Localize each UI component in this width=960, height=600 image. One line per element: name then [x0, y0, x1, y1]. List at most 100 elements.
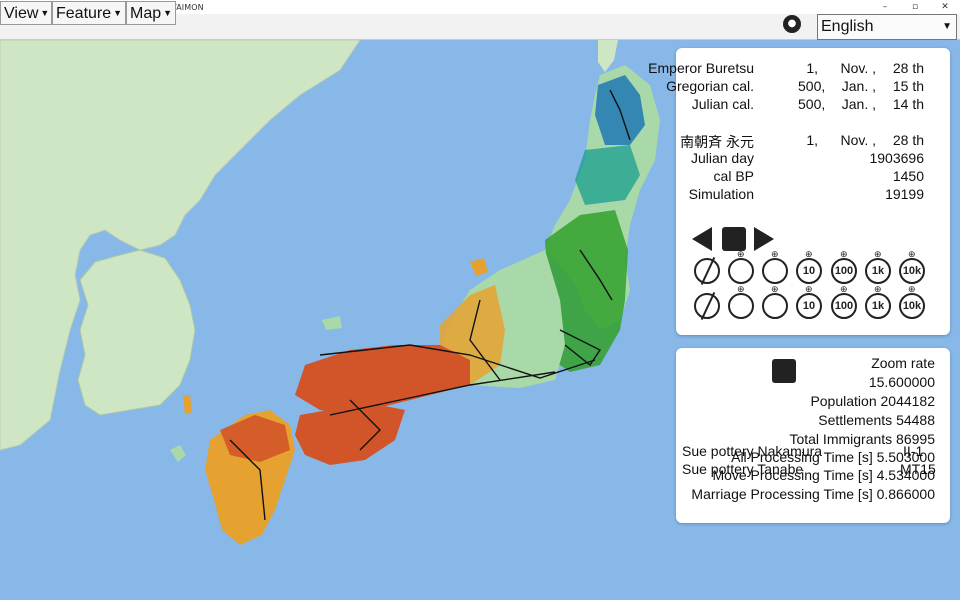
calendar-row: 南朝斉 永元 1, Nov. , 28 th	[676, 132, 950, 150]
cal-bp-row: cal BP 1450	[676, 168, 950, 186]
feature-menu[interactable]: Feature ▼	[52, 1, 126, 25]
speed-label: 1k	[871, 265, 885, 277]
shikoku	[295, 405, 405, 465]
calendar-row: Emperor Buretsu 1, Nov. , 28 th	[648, 60, 950, 78]
stats-panel: Zoom rate 15.600000 Population 2044182 S…	[676, 348, 950, 523]
tsushima	[170, 445, 186, 462]
simulation-row: Simulation 19199	[676, 186, 950, 204]
calendar-day: 15 th	[892, 78, 924, 94]
speed-label: 10k	[902, 300, 922, 312]
calendar-label: Emperor Buretsu	[648, 60, 754, 76]
speed-10-button[interactable]: 10	[796, 285, 822, 319]
speed-100-button[interactable]: 100	[831, 285, 857, 319]
all-processing-time: All Processing Time [s] 5.503000	[731, 449, 935, 465]
color-swatch	[772, 359, 796, 383]
calendar-panel: Emperor Buretsu 1, Nov. , 28 th Gregoria…	[648, 48, 950, 335]
population: Population 2044182	[810, 393, 935, 409]
speed-10k-button[interactable]: 10k	[899, 250, 925, 284]
play-reverse-button[interactable]	[692, 227, 712, 251]
slash-icon	[700, 291, 716, 321]
reverse-speed-button[interactable]	[694, 291, 720, 321]
reverse-speed-button[interactable]	[694, 256, 720, 286]
calendar-month: Jan. ,	[841, 96, 876, 112]
western-honshu	[295, 345, 470, 415]
speed-label: 1k	[871, 300, 885, 312]
pottery-name: Sue pottery Tanabe	[682, 461, 804, 477]
calendar-day: 28 th	[892, 132, 924, 148]
calendar-month: Jan. ,	[841, 78, 876, 94]
sakhalin	[598, 40, 618, 72]
github-icon[interactable]: ●	[783, 15, 801, 33]
speed-label: 10	[802, 300, 816, 312]
oki	[322, 316, 342, 330]
map-menu-label: Map	[130, 5, 162, 22]
language-select[interactable]: English ▼	[817, 14, 957, 40]
calendar-year: 500,	[798, 78, 826, 94]
pottery-code: II-1	[903, 443, 924, 459]
close-button[interactable]: ✕	[941, 2, 949, 12]
speed-label: 10k	[902, 265, 922, 277]
julian-day-label: Julian day	[690, 150, 754, 166]
speed-2-button[interactable]	[762, 285, 788, 319]
calendar-month: Nov. ,	[840, 60, 876, 76]
julian-day-value: 1903696	[869, 150, 924, 166]
language-value: English	[821, 18, 874, 35]
speed-1k-button[interactable]: 1k	[865, 285, 891, 319]
minimize-button[interactable]: –	[882, 2, 888, 12]
slash-icon	[700, 256, 716, 286]
total-immigrants: Total Immigrants 86995	[789, 431, 935, 447]
feature-menu-label: Feature	[56, 5, 112, 22]
speed-1-button[interactable]	[728, 250, 754, 284]
migration-lines	[229, 89, 631, 521]
simulation-label: Simulation	[688, 186, 754, 202]
maximize-button[interactable]: ▫	[911, 2, 919, 12]
marriage-processing-time: Marriage Processing Time [s] 0.866000	[691, 486, 935, 502]
calendar-year: 1,	[806, 132, 818, 148]
speed-10k-button[interactable]: 10k	[899, 285, 925, 319]
chevron-down-icon: ▼	[113, 8, 123, 18]
view-menu-label: View	[4, 5, 39, 22]
calendar-label: 南朝斉 永元	[680, 134, 754, 150]
speed-10-button[interactable]: 10	[796, 250, 822, 284]
view-menu[interactable]: View ▼	[0, 1, 52, 25]
map-menu[interactable]: Map ▼	[126, 1, 176, 25]
stop-button[interactable]	[722, 227, 746, 251]
north-mid-settlements	[575, 145, 640, 205]
zoom-value: 15.600000	[868, 374, 935, 390]
chevron-down-icon: ▼	[163, 8, 173, 18]
calendar-label: Julian cal.	[691, 96, 754, 112]
calendar-year: 500,	[798, 96, 826, 112]
play-forward-button[interactable]	[754, 227, 774, 251]
mainland	[0, 40, 361, 451]
calendar-row: Julian cal. 500, Jan. , 14 th	[676, 96, 950, 114]
speed-label: 100	[834, 300, 854, 312]
zoom-label: Zoom rate	[871, 355, 935, 371]
calendar-day: 28 th	[892, 60, 924, 76]
speed-label: 10	[802, 265, 816, 277]
chevron-down-icon: ▼	[40, 8, 50, 18]
calendar-month: Nov. ,	[840, 132, 876, 148]
kyushu-north	[220, 415, 290, 462]
speed-2-button[interactable]	[762, 250, 788, 284]
settlements: Settlements 54488	[818, 412, 935, 428]
east-settlements	[545, 210, 628, 372]
pottery-name: Sue pottery Nakamura	[682, 443, 823, 459]
calendar-day: 14 th	[892, 96, 924, 112]
simulation-value: 19199	[885, 186, 924, 202]
cal-bp-value: 1450	[892, 168, 924, 184]
pottery-code: MT15	[900, 461, 936, 477]
move-processing-time: Move Processing Time [s] 4.534000	[712, 467, 935, 483]
julian-day-row: Julian day 1903696	[676, 150, 950, 168]
speed-1k-button[interactable]: 1k	[865, 250, 891, 284]
cal-bp-label: cal BP	[713, 168, 754, 184]
speed-1-button[interactable]	[728, 285, 754, 319]
speed-100-button[interactable]: 100	[831, 250, 857, 284]
chevron-down-icon: ▼	[942, 21, 952, 32]
sado	[470, 258, 488, 276]
calendar-row: Gregorian cal. 500, Jan. , 15 th	[666, 78, 950, 96]
calendar-year: 1,	[806, 60, 818, 76]
calendar-label: Gregorian cal.	[666, 78, 754, 94]
speed-label: 100	[834, 265, 854, 277]
awaji	[183, 395, 192, 415]
korea	[77, 249, 196, 416]
